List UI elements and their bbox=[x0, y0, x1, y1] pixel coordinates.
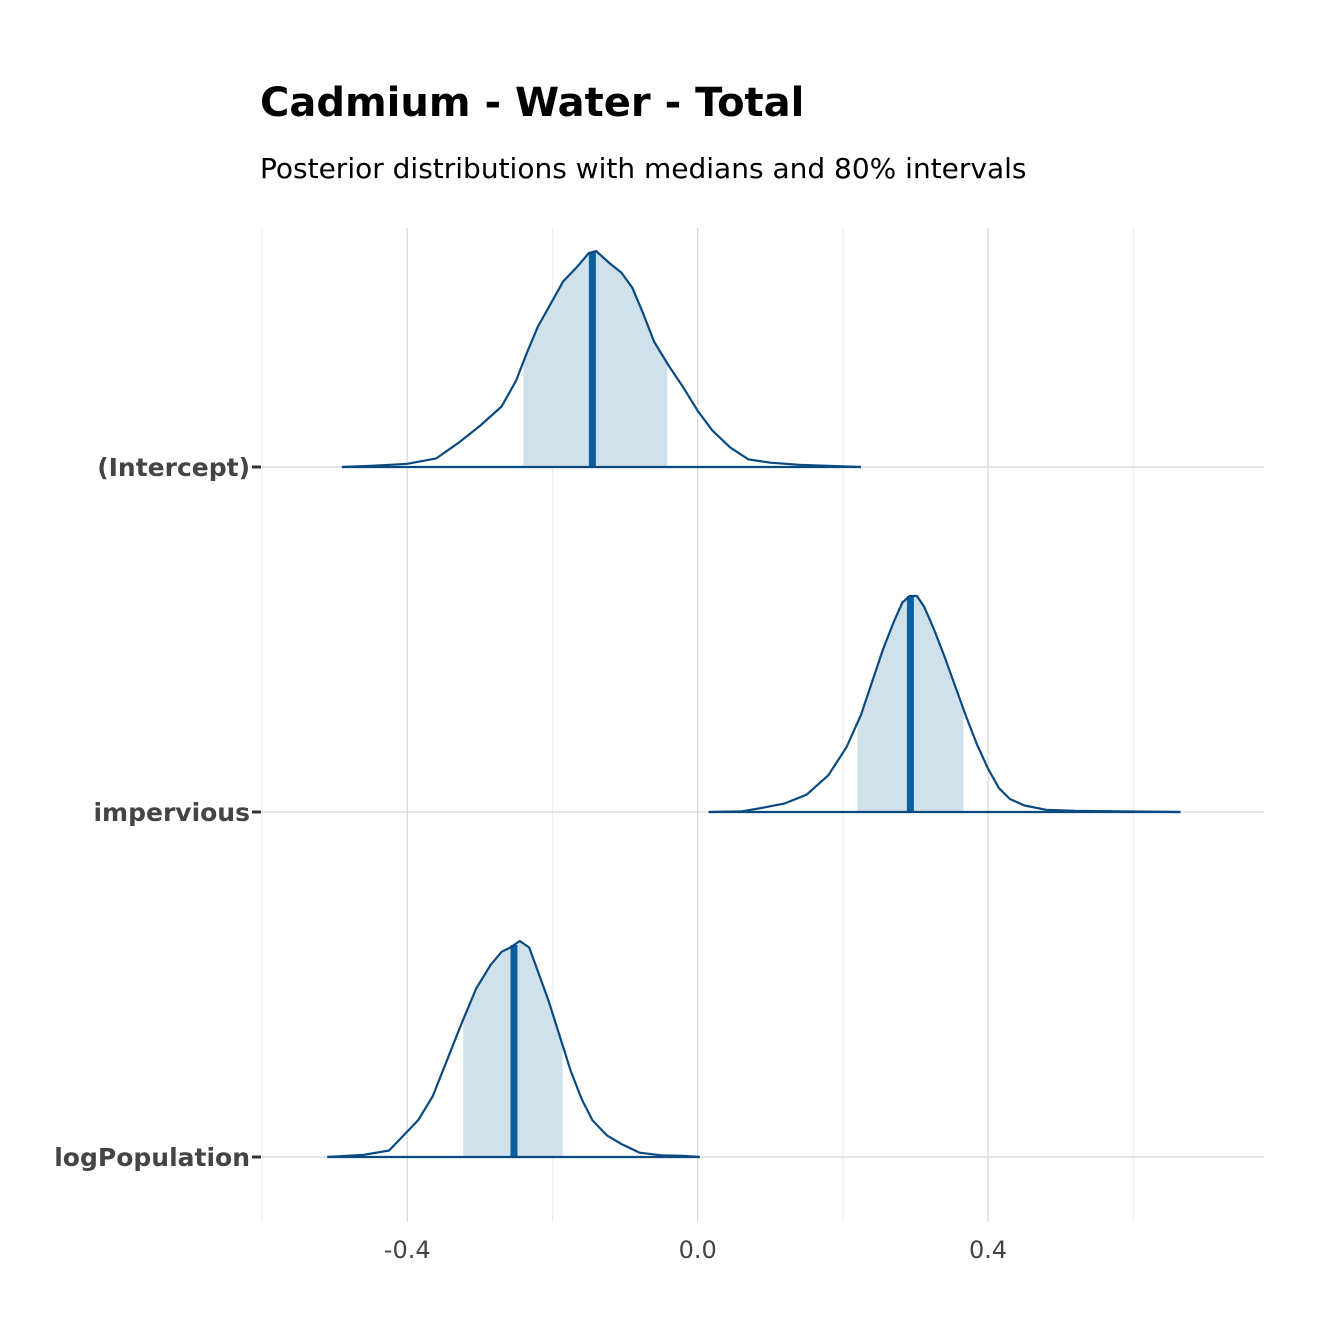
y-tick-label: (Intercept) bbox=[97, 453, 250, 482]
chart-title: Cadmium - Water - Total bbox=[260, 80, 804, 126]
density-group bbox=[341, 249, 862, 469]
y-tick-label: impervious bbox=[93, 798, 250, 827]
x-tick-label: 0.0 bbox=[679, 1236, 717, 1264]
x-tick-label: 0.4 bbox=[969, 1236, 1007, 1264]
x-tick-label: -0.4 bbox=[384, 1236, 431, 1264]
x-major-grid bbox=[406, 228, 989, 1222]
density-group bbox=[708, 594, 1181, 814]
y-axis: (Intercept) impervious logPopulation bbox=[54, 453, 261, 1172]
density-layer bbox=[327, 249, 1181, 1159]
density-group bbox=[327, 939, 700, 1159]
chart-subtitle: Posterior distributions with medians and… bbox=[260, 152, 1027, 185]
x-axis: -0.4 0.0 0.4 bbox=[384, 1236, 1007, 1264]
density-curve bbox=[708, 594, 1181, 814]
y-tick-label: logPopulation bbox=[54, 1143, 250, 1172]
density-curve bbox=[341, 249, 862, 469]
density-curve bbox=[327, 939, 700, 1159]
